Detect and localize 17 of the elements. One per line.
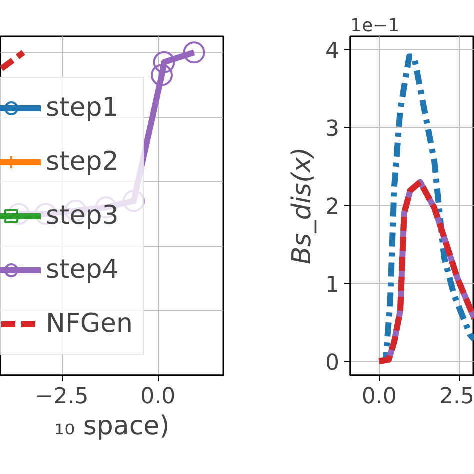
legend-label: step3 bbox=[46, 200, 119, 233]
y-tick-label: 4 bbox=[326, 39, 340, 64]
y-tick-label: 2 bbox=[326, 195, 340, 220]
x-tick-label: 0.0 bbox=[362, 384, 397, 410]
legend-label: step1 bbox=[46, 92, 119, 125]
annotation: 1e−1 bbox=[350, 16, 400, 36]
x-axis-title: ₁₀ space) bbox=[54, 412, 170, 442]
y-tick-label: 0 bbox=[326, 350, 340, 376]
legend-label: NFGen bbox=[46, 308, 134, 341]
y-tick-label: 3 bbox=[326, 117, 340, 142]
x-tick-label: 2.5 bbox=[440, 384, 474, 410]
y-tick-label: 1 bbox=[326, 273, 340, 298]
y-axis-title: Bs_dis(x) bbox=[288, 147, 318, 265]
legend-label: step4 bbox=[46, 254, 119, 287]
x-tick-label: −2.5 bbox=[35, 384, 89, 410]
legend-label: step2 bbox=[46, 146, 119, 179]
x-tick-label: 0.0 bbox=[140, 384, 176, 410]
